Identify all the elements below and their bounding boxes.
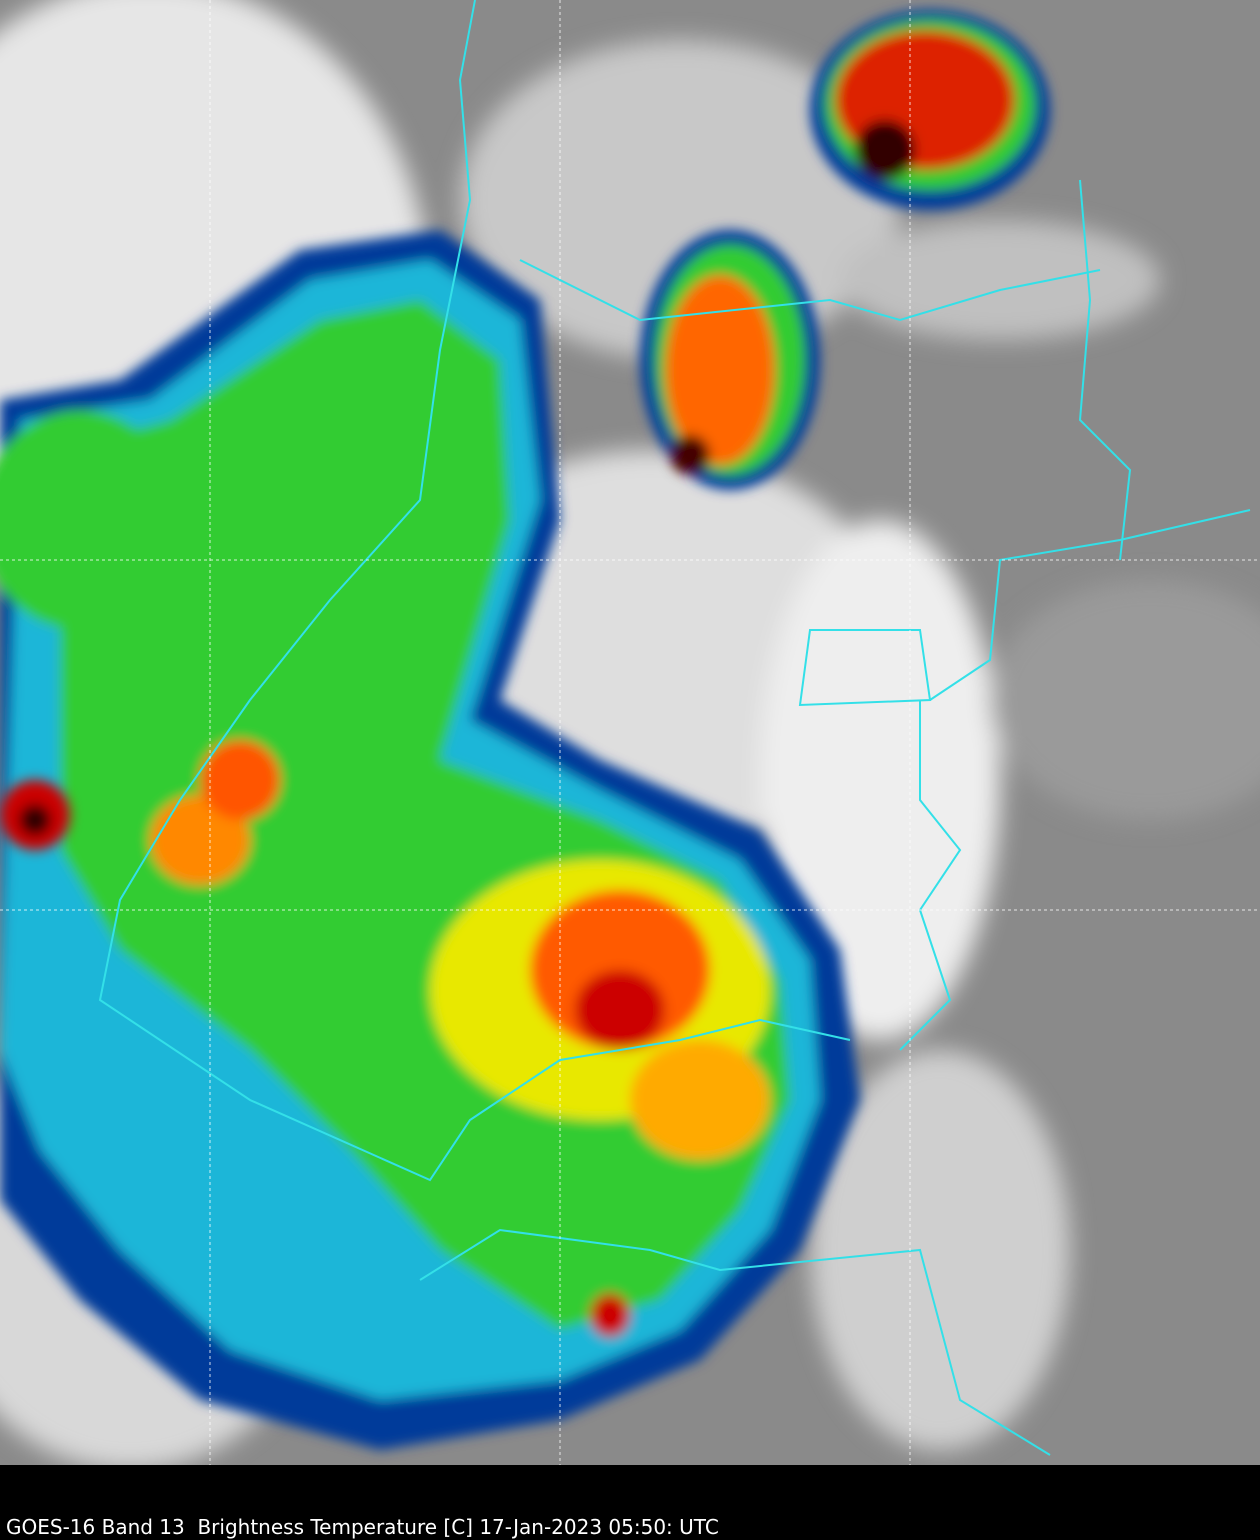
storm-north — [0, 10, 1050, 850]
caption: GOES-16 Band 13 Brightness Temperature [… — [6, 1515, 719, 1539]
graticule — [0, 0, 1260, 1465]
borders — [98, 0, 1251, 1456]
satellite-image — [0, 0, 1260, 1465]
storm-main — [0, 230, 860, 1450]
